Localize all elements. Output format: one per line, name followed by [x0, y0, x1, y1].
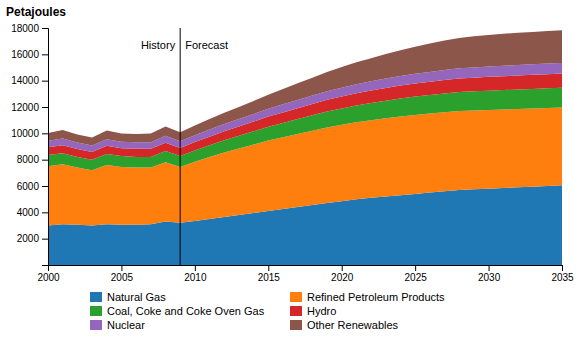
y-tick-mark: [42, 186, 48, 187]
legend-swatch: [290, 320, 302, 330]
y-tick-label: 8000: [17, 154, 40, 165]
y-axis-line: [42, 29, 49, 266]
boundary-line: [180, 28, 181, 265]
y-tick-label: 10000: [11, 128, 39, 139]
y-tick: 16000: [11, 49, 48, 60]
x-tick-mark: [342, 265, 343, 271]
chart: 2000 2005 2010 2015 2020 2025 2030 2035 2000 4000…: [0, 0, 580, 347]
x-tick-label: 2035: [551, 272, 574, 283]
x-tick: 2030: [478, 265, 501, 283]
y-tick-label: 18000: [11, 23, 39, 34]
y-tick-mark: [42, 239, 48, 240]
y-tick-mark: [42, 160, 48, 161]
annotation: History: [141, 39, 176, 51]
y-tick-label: 4000: [17, 207, 40, 218]
legend-swatch: [290, 306, 302, 316]
y-tick: 10000: [11, 128, 48, 139]
y-tick-mark: [42, 81, 48, 82]
y-tick: 2000: [17, 233, 48, 244]
x-tick-label: 2030: [478, 272, 501, 283]
y-tick-mark: [42, 212, 48, 213]
y-tick-mark: [42, 54, 48, 55]
x-axis-line: [49, 266, 563, 272]
x-tick-label: 2000: [37, 272, 60, 283]
y-tick-mark: [42, 107, 48, 108]
x-tick-mark: [195, 265, 196, 271]
legend-swatch: [90, 320, 102, 330]
legend-item: Coal, Coke and Coke Oven Gas: [90, 305, 265, 317]
x-tick: 2005: [111, 265, 134, 283]
plot: 2000 2005 2010 2015 2020 2025 2030 2035 2000 4000…: [11, 23, 574, 283]
legend-label: Nuclear: [107, 319, 145, 331]
annotation: Forecast: [185, 39, 228, 51]
y-tick-label: 14000: [11, 75, 39, 86]
y-tick: 14000: [11, 75, 48, 86]
x-tick: 2035: [551, 265, 574, 283]
x-tick-mark: [415, 265, 416, 271]
y-axis: 2000 4000 6000 8000 10000 12000 14000 16000 1800…: [11, 23, 48, 266]
legend-label: Hydro: [307, 305, 336, 317]
legend-swatch: [90, 306, 102, 316]
y-label: Petajoules: [6, 5, 66, 19]
x-tick: 2020: [331, 265, 354, 283]
area: [48, 30, 562, 145]
legend-label: Refined Petroleum Products: [307, 291, 445, 303]
x-tick: 2000: [37, 265, 60, 283]
y-tick: 12000: [11, 102, 48, 113]
legend-swatch: [290, 292, 302, 302]
x-tick-label: 2015: [258, 272, 281, 283]
y-tick-label: 6000: [17, 181, 40, 192]
legend-label: Coal, Coke and Coke Oven Gas: [107, 305, 265, 317]
legend-item: Refined Petroleum Products: [290, 291, 445, 303]
y-tick: 6000: [17, 181, 48, 192]
x-axis: 2000 2005 2010 2015 2020 2025 2030 2035: [37, 265, 574, 283]
y-tick-label: 16000: [11, 49, 39, 60]
legend-item: Other Renewables: [290, 319, 399, 331]
x-tick-mark: [121, 265, 122, 271]
x-tick-label: 2005: [111, 272, 134, 283]
x-tick-label: 2010: [184, 272, 207, 283]
x-tick-label: 2025: [405, 272, 428, 283]
y-tick-mark: [42, 133, 48, 134]
x-tick-mark: [268, 265, 269, 271]
x-tick: 2025: [405, 265, 428, 283]
y-tick: 18000: [11, 23, 48, 34]
y-tick-label: 12000: [11, 102, 39, 113]
y-tick-mark: [42, 28, 48, 29]
x-tick: 2010: [184, 265, 207, 283]
legend-label: Other Renewables: [307, 319, 399, 331]
legend-label: Natural Gas: [107, 291, 166, 303]
legend: Natural Gas Refined Petroleum Products Coa…: [90, 291, 445, 331]
y-tick: 8000: [17, 154, 48, 165]
x-tick-mark: [489, 265, 490, 271]
y-tick-label: 2000: [17, 233, 40, 244]
legend-item: Natural Gas: [90, 291, 166, 303]
areas: [48, 28, 562, 265]
y-tick: 4000: [17, 207, 48, 218]
legend-item: Hydro: [290, 305, 336, 317]
x-tick-label: 2020: [331, 272, 354, 283]
x-tick-mark: [562, 265, 563, 271]
x-tick: 2015: [258, 265, 281, 283]
legend-item: Nuclear: [90, 319, 145, 331]
legend-swatch: [90, 292, 102, 302]
